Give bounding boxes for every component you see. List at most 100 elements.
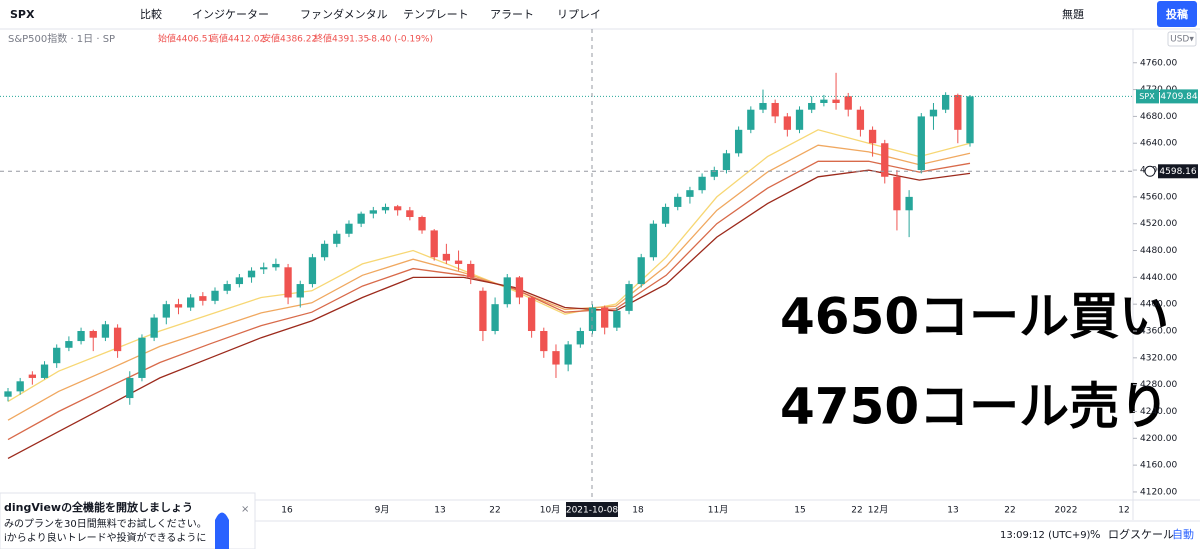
ema-ribbon xyxy=(7,169,971,459)
symbol-tag xyxy=(1136,89,1159,104)
candle-body xyxy=(77,331,85,342)
legend-change: -8.40 (-0.19%) xyxy=(368,35,433,45)
candle-body xyxy=(844,96,852,110)
candle-body xyxy=(564,344,572,365)
promo-popup[interactable] xyxy=(0,492,256,549)
legend-ohlc: 始値4406.51 xyxy=(158,33,213,45)
x-tick-label: 13 xyxy=(947,506,958,516)
legend-ohlc: 高値4412.02 xyxy=(210,33,265,45)
annotation: 4650コール買い xyxy=(780,288,1169,346)
candle-body xyxy=(625,284,633,311)
x-tick-label: 2022 xyxy=(1055,506,1078,516)
symbol[interactable]: SPX xyxy=(10,8,35,21)
candle-body xyxy=(576,331,584,345)
publish-button[interactable] xyxy=(1157,1,1197,27)
popup-text: ⅰからより良いトレードや投資ができるように xyxy=(4,531,206,544)
y-tick-label: 4480.00 xyxy=(1140,246,1177,256)
candle-body xyxy=(223,284,231,291)
publish-label[interactable]: 投稿 xyxy=(1166,7,1188,21)
candle-body xyxy=(674,196,682,207)
candle-body xyxy=(40,364,49,378)
candle-body xyxy=(747,109,755,130)
toolbar-item[interactable]: アラート xyxy=(490,8,534,21)
x-tick-label: 18 xyxy=(632,506,644,516)
toolbar-item[interactable]: インジケーター xyxy=(192,8,269,21)
candle-body xyxy=(308,257,317,285)
y-tick-label: 4400.00 xyxy=(1140,300,1177,310)
candle-body xyxy=(649,223,658,258)
ema-ribbon xyxy=(7,144,971,421)
crosshair-add[interactable] xyxy=(1144,165,1156,177)
y-tick-label: 4200.00 xyxy=(1140,434,1177,444)
candle-body xyxy=(369,210,377,214)
toolbar xyxy=(0,0,1200,29)
candle-body xyxy=(16,381,24,392)
candle-body xyxy=(734,129,743,154)
currency-box[interactable] xyxy=(1167,31,1197,47)
candle-body xyxy=(187,297,195,308)
candle-body xyxy=(954,94,962,130)
candle-body xyxy=(783,116,791,130)
candle-body xyxy=(710,170,718,177)
x-tick-label: 13 xyxy=(434,506,445,516)
candle-body xyxy=(613,310,621,328)
footer-time: 13:09:12 (UTC+9) xyxy=(1000,530,1091,541)
candle-body xyxy=(771,102,779,117)
rocket-icon xyxy=(215,512,229,549)
y-tick-label: 4560.00 xyxy=(1140,192,1177,202)
currency[interactable]: USD▾ xyxy=(1170,35,1194,45)
y-tick-label: 4160.00 xyxy=(1140,461,1177,471)
candle-body xyxy=(381,206,390,211)
candle-body xyxy=(430,230,438,258)
candle-body xyxy=(722,153,731,171)
candle-body xyxy=(296,284,304,298)
footer-auto[interactable]: 自動 xyxy=(1172,527,1194,541)
candle-body xyxy=(247,270,256,278)
candle-body xyxy=(272,263,280,268)
candle-body xyxy=(698,176,706,191)
crosshair-price-tag xyxy=(1158,164,1198,179)
candle-body xyxy=(357,213,365,224)
candle-body xyxy=(138,337,146,378)
candle-body xyxy=(552,351,560,365)
popup-close[interactable]: × xyxy=(241,504,249,515)
toolbar-item[interactable]: テンプレート xyxy=(403,8,469,21)
candle-body xyxy=(333,233,341,244)
y-tick-label: 4240.00 xyxy=(1140,407,1177,417)
candle-body xyxy=(260,267,268,270)
legend-ohlc: 終値4391.35 xyxy=(314,33,369,45)
candle-body xyxy=(832,99,840,103)
y-tick-label: 4320.00 xyxy=(1140,353,1177,363)
candle-body xyxy=(479,290,487,332)
candle-body xyxy=(686,190,694,197)
candle-body xyxy=(345,223,353,234)
candle-body xyxy=(905,196,913,211)
footer-percent[interactable]: % xyxy=(1090,528,1100,541)
popup-text: みのプランを30日間無料でお試しください。 xyxy=(4,517,207,530)
y-tick-label: 4520.00 xyxy=(1140,219,1177,229)
candle-body xyxy=(893,176,901,211)
candle-body xyxy=(28,374,37,378)
candle-body xyxy=(199,296,207,301)
toolbar-item[interactable]: リプレイ xyxy=(557,8,601,21)
y-tick-label: 4760.00 xyxy=(1140,58,1177,68)
candle-body xyxy=(820,99,828,103)
candle-body xyxy=(454,260,463,264)
candle-body xyxy=(929,109,938,117)
toolbar-item[interactable]: 比較 xyxy=(140,7,162,21)
toolbar-item[interactable]: ファンダメンタル xyxy=(300,7,388,21)
popup-title: dingViewの全機能を開放しましょう xyxy=(4,500,193,514)
layout-name[interactable]: 無題 xyxy=(1062,7,1084,21)
x-tick-label: 10月 xyxy=(540,505,560,516)
x-tick-label: 22 xyxy=(1004,506,1015,516)
candle-body xyxy=(540,331,548,352)
footer-log[interactable]: ログスケール xyxy=(1108,527,1174,541)
annotation: 4750コール売り xyxy=(780,378,1169,436)
candle-body xyxy=(284,267,292,298)
candle-body xyxy=(394,206,402,211)
candle-body xyxy=(53,347,61,364)
candle-body xyxy=(406,210,414,217)
candle-body xyxy=(601,307,609,328)
candle-body xyxy=(101,324,110,338)
